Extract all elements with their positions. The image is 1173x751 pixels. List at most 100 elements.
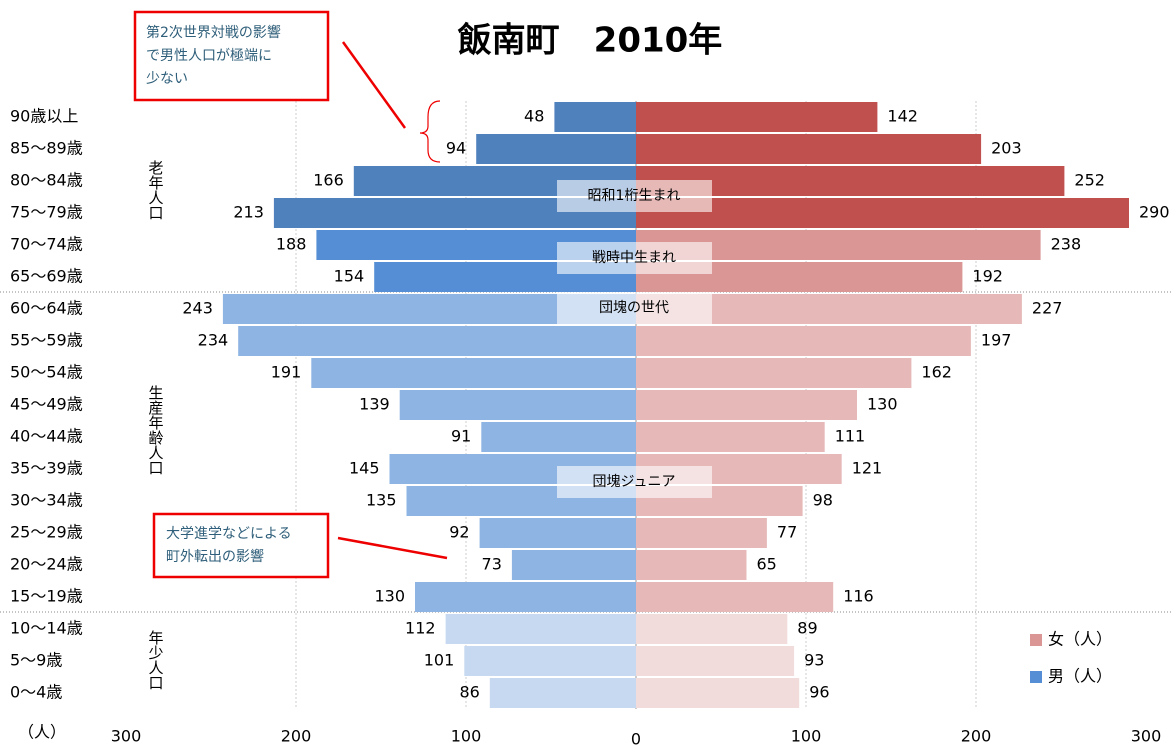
x-tick-label: 200 — [281, 727, 312, 746]
category-label: 15〜19歳 — [10, 587, 83, 606]
bar — [238, 326, 636, 356]
x-tick-label: 100 — [451, 727, 482, 746]
category-label: 5〜9歳 — [10, 651, 62, 670]
annotation-line — [337, 536, 448, 560]
value-label: 197 — [981, 331, 1012, 350]
bar — [479, 518, 636, 548]
legend-label: 男（人） — [1048, 667, 1112, 686]
bar — [554, 102, 636, 132]
value-label: 162 — [921, 363, 952, 382]
bar — [415, 582, 636, 612]
value-label: 89 — [797, 619, 817, 638]
generation-label: 戦時中生まれ — [592, 250, 676, 266]
bar — [311, 358, 636, 388]
generation-label: 団塊の世代 — [599, 300, 669, 316]
category-label: 40〜44歳 — [10, 427, 83, 446]
value-label: 290 — [1139, 203, 1170, 222]
value-label: 191 — [271, 363, 302, 382]
value-label: 154 — [334, 267, 365, 286]
annotation: で男性人口が極端に — [146, 48, 272, 64]
bar — [636, 614, 788, 644]
annotation: 少ない — [146, 71, 188, 87]
category-label: 50〜54歳 — [10, 363, 83, 382]
value-label: 116 — [843, 587, 874, 606]
bar — [636, 518, 767, 548]
value-label: 121 — [852, 459, 883, 478]
value-label: 188 — [276, 235, 307, 254]
bracket — [419, 100, 441, 163]
value-label: 145 — [349, 459, 380, 478]
bar — [476, 134, 636, 164]
x-axis-label: （人） — [18, 723, 66, 742]
annotation: 第2次世界対戦の影響 — [146, 24, 281, 41]
bar — [636, 678, 800, 708]
generation-label: 団塊ジュニア — [592, 474, 675, 490]
value-label: 192 — [972, 267, 1003, 286]
value-label: 234 — [198, 331, 229, 350]
category-label: 30〜34歳 — [10, 491, 83, 510]
value-label: 203 — [991, 139, 1022, 158]
generation-label: 昭和1桁生まれ — [588, 188, 681, 204]
value-label: 91 — [451, 427, 471, 446]
category-label: 20〜24歳 — [10, 555, 83, 574]
value-label: 142 — [887, 107, 918, 126]
bar — [636, 358, 912, 388]
category-label: 0〜4歳 — [10, 683, 62, 702]
value-label: 101 — [424, 651, 455, 670]
category-label: 70〜74歳 — [10, 235, 83, 254]
bar — [636, 198, 1129, 228]
value-label: 65 — [757, 555, 777, 574]
annotation-box — [133, 10, 330, 102]
value-label: 130 — [374, 587, 405, 606]
bar — [636, 134, 982, 164]
bar — [511, 550, 636, 580]
value-label: 243 — [182, 299, 213, 318]
category-label: 75〜79歳 — [10, 203, 83, 222]
bar — [481, 422, 636, 452]
value-label: 252 — [1074, 171, 1105, 190]
legend-swatch — [1030, 671, 1042, 683]
group-label: 年少人口 — [147, 630, 165, 690]
bar — [636, 102, 878, 132]
bar — [636, 582, 834, 612]
bar — [636, 646, 795, 676]
generation-box — [557, 292, 712, 324]
value-label: 93 — [804, 651, 824, 670]
value-label: 213 — [233, 203, 264, 222]
bar — [636, 390, 857, 420]
generation-box — [557, 180, 712, 212]
x-tick-label: 200 — [961, 727, 992, 746]
annotation-box — [152, 512, 330, 579]
value-label: 111 — [835, 427, 866, 446]
value-label: 92 — [449, 523, 469, 542]
bar — [464, 646, 636, 676]
category-label: 10〜14歳 — [10, 619, 83, 638]
category-label: 55〜59歳 — [10, 331, 83, 350]
value-label: 130 — [867, 395, 898, 414]
category-label: 35〜39歳 — [10, 459, 83, 478]
bar — [636, 422, 825, 452]
category-label: 65〜69歳 — [10, 267, 83, 286]
bar — [399, 390, 636, 420]
bar — [489, 678, 636, 708]
annotation-line — [341, 41, 407, 129]
generation-box — [557, 242, 712, 274]
value-label: 48 — [524, 107, 544, 126]
group-label: 生産年齢人口 — [147, 385, 165, 475]
value-label: 166 — [313, 171, 344, 190]
value-label: 98 — [813, 491, 833, 510]
legend-swatch — [1030, 634, 1042, 646]
x-tick-label: 0 — [631, 730, 641, 748]
value-label: 86 — [459, 683, 479, 702]
category-label: 25〜29歳 — [10, 523, 83, 542]
legend-label: 女（人） — [1048, 630, 1112, 649]
category-label: 90歳以上 — [10, 107, 78, 126]
category-label: 85〜89歳 — [10, 139, 83, 158]
category-label: 80〜84歳 — [10, 171, 83, 190]
bar — [445, 614, 636, 644]
value-label: 135 — [366, 491, 397, 510]
value-label: 73 — [482, 555, 502, 574]
generation-box — [557, 466, 712, 498]
value-label: 139 — [359, 395, 390, 414]
